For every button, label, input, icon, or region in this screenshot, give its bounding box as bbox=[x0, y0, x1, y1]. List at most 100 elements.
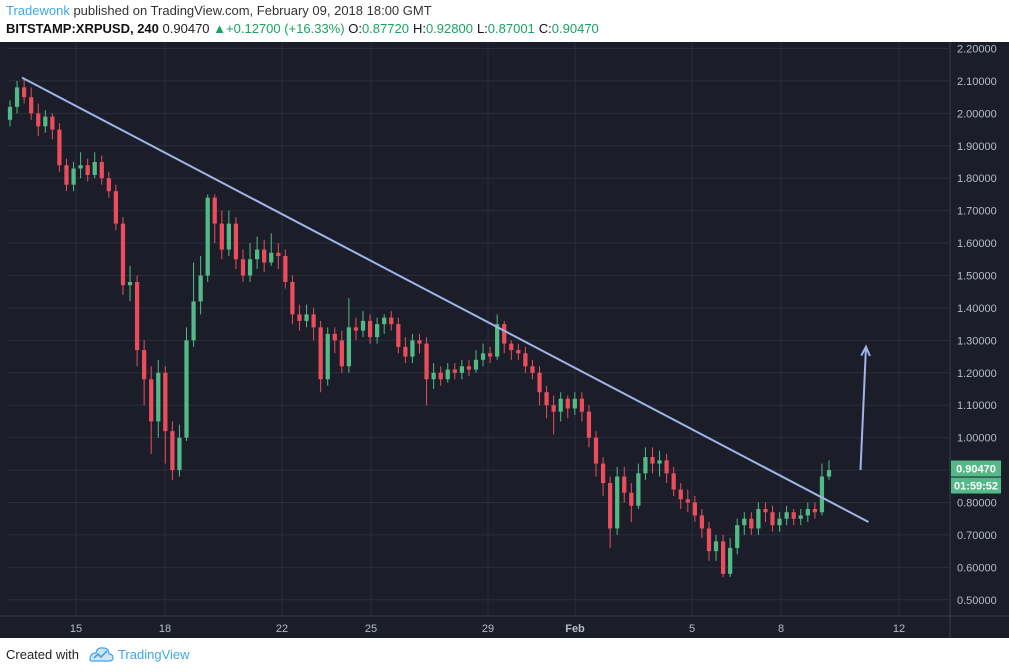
candle-body bbox=[629, 492, 634, 506]
candle-body bbox=[410, 340, 415, 357]
candle-body bbox=[247, 259, 253, 276]
candle-body bbox=[71, 168, 76, 185]
candle-body bbox=[791, 512, 796, 519]
candle-body bbox=[678, 489, 683, 500]
candle-body bbox=[523, 353, 528, 367]
candle-body bbox=[240, 259, 246, 276]
candle-body bbox=[318, 327, 323, 380]
candle-body bbox=[14, 87, 20, 107]
candle-body bbox=[99, 161, 104, 179]
candle-body bbox=[473, 359, 479, 370]
footer: Created with TradingView bbox=[0, 638, 1009, 672]
candle-body bbox=[389, 317, 394, 325]
candle-body bbox=[565, 398, 570, 409]
candle-body bbox=[142, 350, 147, 380]
candle-body bbox=[558, 398, 563, 412]
projection-arrow-line bbox=[859, 346, 867, 471]
candle-body bbox=[233, 223, 239, 260]
candle-body bbox=[763, 508, 768, 513]
candle-body bbox=[64, 165, 69, 185]
candle-body bbox=[784, 512, 789, 519]
low-value: 0.87001 bbox=[487, 21, 535, 36]
candle-body bbox=[749, 518, 754, 529]
candle-body bbox=[198, 275, 203, 302]
candle-body bbox=[643, 457, 648, 474]
y-tick-label: 1.00000 bbox=[957, 433, 997, 445]
candle-body bbox=[502, 324, 507, 344]
candle-body bbox=[650, 457, 655, 464]
candle-body bbox=[43, 116, 48, 127]
candle-body bbox=[346, 327, 352, 367]
candle-body bbox=[134, 281, 140, 351]
candle-body bbox=[106, 178, 111, 192]
candle-body bbox=[304, 314, 309, 321]
candle-body bbox=[826, 470, 832, 477]
x-tick-label: 25 bbox=[365, 623, 377, 635]
candle-body bbox=[36, 113, 41, 127]
x-tick-label: Feb bbox=[565, 623, 585, 635]
x-tick-label: 18 bbox=[159, 623, 171, 635]
candle-body bbox=[586, 411, 592, 438]
candle-body bbox=[29, 97, 34, 114]
candle-body bbox=[770, 512, 775, 526]
candle-body bbox=[720, 541, 726, 574]
y-tick-label: 0.70000 bbox=[957, 530, 997, 542]
candle-body bbox=[262, 249, 267, 263]
candle-body bbox=[452, 369, 457, 373]
low-label: L: bbox=[476, 21, 488, 36]
candle-body bbox=[219, 223, 224, 250]
projection-arrowhead bbox=[860, 344, 871, 357]
last-price: 0.90470 bbox=[162, 21, 210, 36]
candle-body bbox=[360, 320, 366, 331]
candle-body bbox=[403, 346, 408, 357]
y-tick-label: 0.50000 bbox=[957, 595, 997, 607]
candle-body bbox=[608, 483, 613, 529]
candle-body bbox=[149, 379, 154, 422]
price-change: +0.12700 (+16.33%) bbox=[226, 21, 345, 36]
candle-body bbox=[417, 340, 422, 344]
open-value: 0.87720 bbox=[361, 21, 409, 36]
candle-body bbox=[622, 476, 627, 493]
candle-body bbox=[325, 333, 330, 380]
symbol-label: BITSTAMP:XRPUSD, 240 bbox=[6, 21, 159, 36]
candle-body bbox=[353, 327, 359, 331]
high-label: H: bbox=[412, 21, 426, 36]
created-with-label: Created with bbox=[6, 647, 79, 662]
publish-info: published on TradingView.com, February 0… bbox=[73, 3, 432, 18]
candle-body bbox=[120, 223, 126, 286]
candle-body bbox=[713, 541, 719, 552]
candle-body bbox=[664, 460, 669, 474]
candle-body bbox=[509, 343, 514, 351]
candle-body bbox=[22, 87, 27, 98]
y-tick-label: 1.70000 bbox=[957, 206, 997, 218]
author-link[interactable]: Tradewonk bbox=[6, 3, 70, 18]
up-triangle-icon: ▲ bbox=[213, 21, 227, 36]
candle-body bbox=[396, 324, 401, 347]
candle-body bbox=[113, 191, 119, 224]
candle-body bbox=[339, 340, 344, 367]
y-tick-label: 1.50000 bbox=[957, 270, 997, 282]
candle-body bbox=[819, 476, 825, 513]
tradingview-brand-link[interactable]: TradingView bbox=[118, 647, 190, 662]
candle-body bbox=[177, 437, 182, 471]
candle-body bbox=[290, 281, 295, 315]
y-tick-label: 0.60000 bbox=[957, 562, 997, 574]
candle-body bbox=[657, 460, 662, 464]
candle-body bbox=[438, 372, 443, 380]
candle-body bbox=[127, 281, 133, 286]
candle-body bbox=[530, 366, 535, 373]
close-value: 0.90470 bbox=[551, 21, 599, 36]
chart-area[interactable]: 2.20000 2.10000 2.00000 1.90000 1.80000 1.700… bbox=[0, 42, 1009, 638]
candle-body bbox=[92, 161, 97, 175]
candle-body bbox=[431, 372, 436, 380]
open-label: O: bbox=[348, 21, 362, 36]
candlestick-chart[interactable]: 2.20000 2.10000 2.00000 1.90000 1.80000 1.700… bbox=[0, 42, 1009, 638]
y-tick-label: 1.40000 bbox=[957, 303, 997, 315]
countdown-badge bbox=[951, 477, 1001, 494]
candle-body bbox=[671, 473, 676, 490]
tradingview-logo-icon[interactable] bbox=[88, 644, 114, 664]
trendline bbox=[21, 76, 869, 523]
y-tick-label: 2.00000 bbox=[957, 108, 997, 120]
candle-body bbox=[50, 116, 55, 130]
candle-body bbox=[191, 301, 196, 341]
